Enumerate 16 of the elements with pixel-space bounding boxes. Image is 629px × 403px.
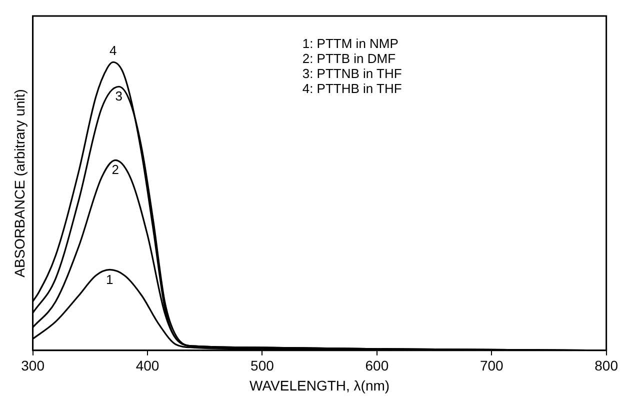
y-axis-title: ABSORBANCE (arbitrary unit) [11, 89, 28, 278]
x-tick-label: 800 [594, 358, 618, 374]
x-axis-title: WAVELENGTH, λ(nm) [250, 377, 390, 394]
x-tick-label: 400 [136, 358, 160, 374]
series-label: 4 [109, 43, 117, 58]
x-tick-label: 600 [365, 358, 389, 374]
annotation: 2: PTTB in DMF [302, 51, 396, 66]
x-tick-label: 700 [480, 358, 504, 374]
x-tick-label: 500 [250, 358, 274, 374]
annotation: 4: PTTHB in THF [302, 81, 402, 96]
x-tick-label: 300 [21, 358, 45, 374]
series-label: 2 [112, 162, 120, 178]
annotation: 3: PTTNB in THF [302, 66, 402, 82]
text: 1: PTTM in NMP [302, 36, 398, 52]
series-label: 3 [115, 88, 122, 104]
series-label: 1 [106, 272, 114, 287]
